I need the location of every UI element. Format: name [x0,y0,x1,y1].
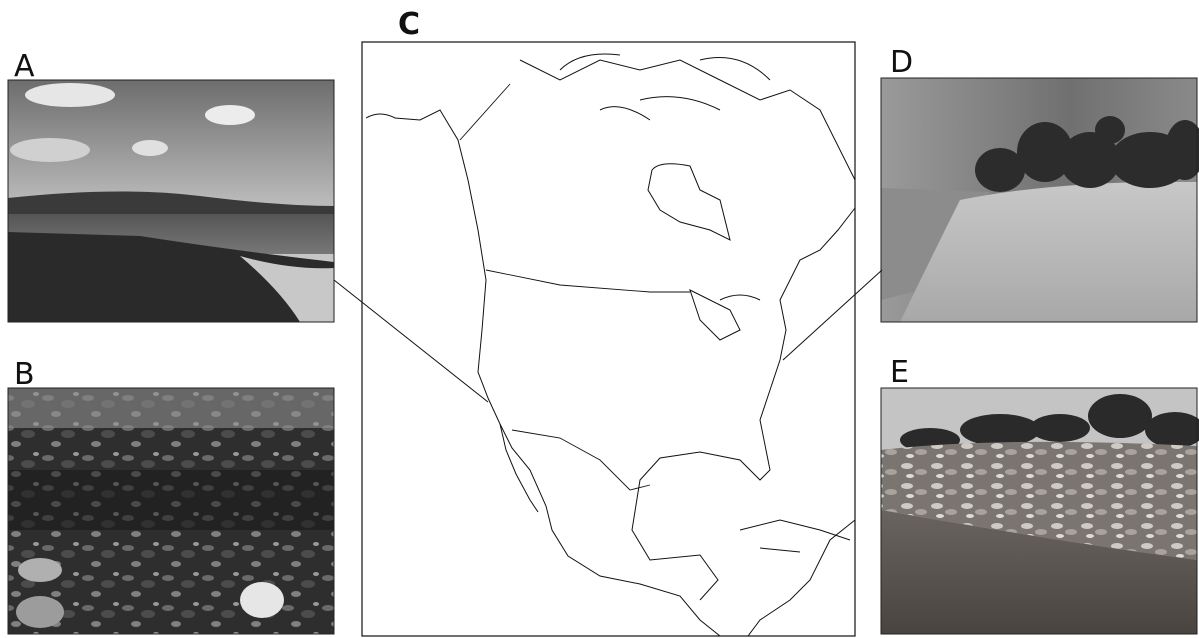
panel-label: A [14,49,35,84]
panel-label: D [890,45,913,80]
panel-label: E [890,355,909,390]
panel-label: C [398,7,420,42]
photo-a [8,80,334,322]
panel-label: B [14,357,35,392]
photo-d [881,78,1199,322]
map [362,42,855,636]
figure: A B C D E [0,0,1199,638]
photo-e [881,388,1199,634]
photo-b [8,388,334,634]
